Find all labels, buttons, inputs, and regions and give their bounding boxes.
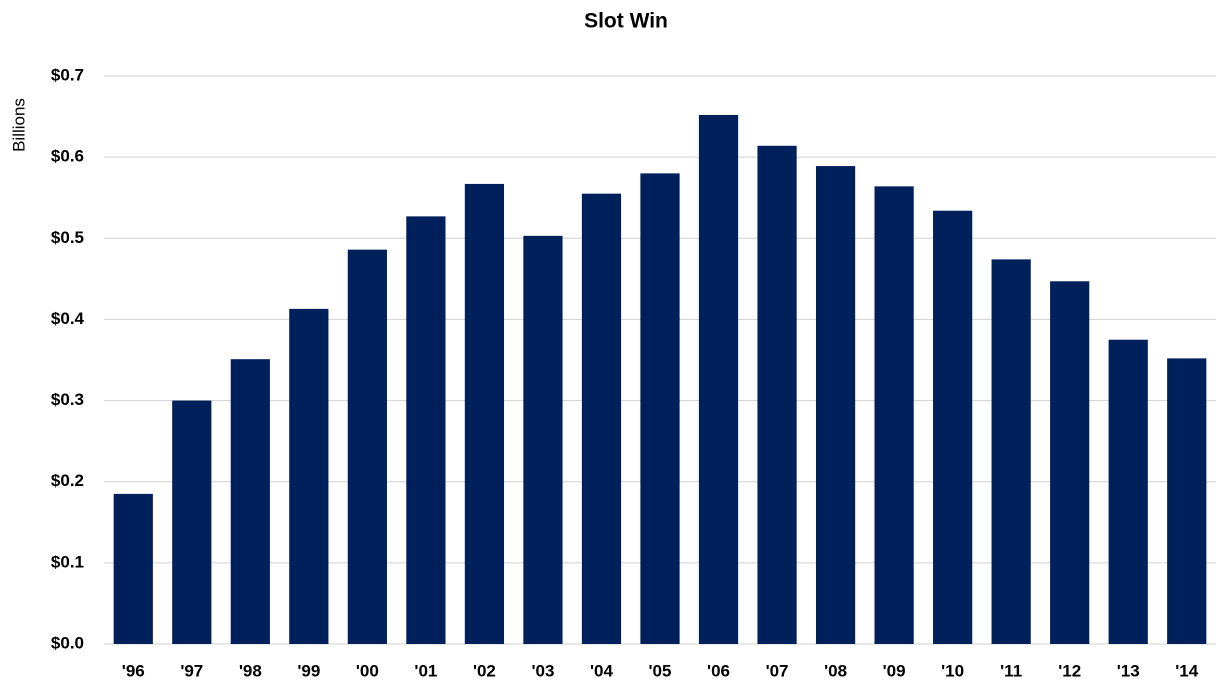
y-tick-label: $0.2 bbox=[51, 471, 84, 490]
bar bbox=[581, 193, 622, 644]
bar bbox=[991, 259, 1031, 644]
x-tick-label: '96 bbox=[122, 661, 145, 680]
bar bbox=[757, 145, 797, 645]
y-tick-label: $0.6 bbox=[51, 147, 84, 166]
x-tick-label: '10 bbox=[941, 661, 964, 680]
x-tick-label: '98 bbox=[239, 661, 262, 680]
bar bbox=[874, 186, 914, 644]
bar bbox=[464, 183, 505, 645]
bar bbox=[1108, 339, 1148, 644]
bar bbox=[406, 216, 446, 644]
bar bbox=[698, 114, 739, 645]
y-tick-label: $0.3 bbox=[51, 390, 84, 409]
bar bbox=[815, 166, 856, 644]
y-tick-label: $0.7 bbox=[51, 65, 84, 84]
x-tick-label: '09 bbox=[883, 661, 906, 680]
x-tick-label: '06 bbox=[707, 661, 730, 680]
bar bbox=[347, 249, 387, 644]
bar bbox=[230, 359, 270, 644]
bar bbox=[640, 173, 680, 644]
bar bbox=[933, 210, 973, 644]
y-axis-label: Billions bbox=[9, 98, 28, 152]
x-tick-label: '12 bbox=[1058, 661, 1081, 680]
x-tick-label: '14 bbox=[1175, 661, 1198, 680]
bar bbox=[289, 308, 329, 644]
x-tick-label: '97 bbox=[180, 661, 203, 680]
y-tick-label: $0.4 bbox=[51, 309, 85, 328]
x-tick-label: '04 bbox=[590, 661, 613, 680]
y-tick-label: $0.5 bbox=[51, 228, 84, 247]
x-tick-label: '13 bbox=[1117, 661, 1140, 680]
y-tick-label: $0.0 bbox=[51, 633, 84, 652]
x-tick-label: '00 bbox=[356, 661, 379, 680]
bar bbox=[172, 400, 212, 644]
x-tick-label: '03 bbox=[531, 661, 554, 680]
x-tick-label: '11 bbox=[1000, 661, 1022, 680]
y-tick-label: $0.1 bbox=[51, 552, 84, 571]
x-tick-label: '01 bbox=[414, 661, 437, 680]
chart-title: Slot Win bbox=[584, 10, 668, 33]
x-tick-label: '99 bbox=[297, 661, 320, 680]
x-tick-label: '07 bbox=[766, 661, 789, 680]
bar bbox=[523, 235, 563, 644]
x-tick-label: '02 bbox=[473, 661, 496, 680]
x-tick-label: '08 bbox=[824, 661, 847, 680]
x-tick-label: '05 bbox=[649, 661, 672, 680]
bar bbox=[1050, 281, 1090, 644]
bar bbox=[113, 493, 153, 644]
bar bbox=[1167, 358, 1207, 644]
